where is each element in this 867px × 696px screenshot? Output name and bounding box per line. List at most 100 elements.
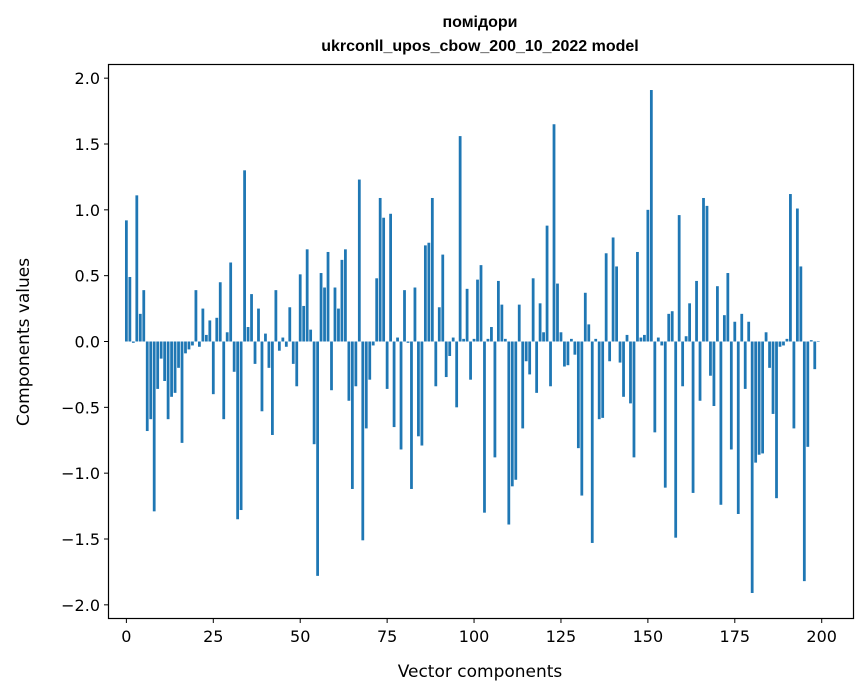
bar-140 [611,237,615,342]
bar-141 [615,266,618,342]
bar-39 [260,341,264,412]
bar-58 [326,251,330,342]
bar-110 [507,341,511,525]
bar-171 [719,341,723,505]
x-tick-label: 100 [459,627,490,646]
bar-143 [622,341,625,397]
bar-167 [705,205,709,342]
bar-142 [618,341,622,363]
bar-87 [427,242,431,342]
bar-139 [608,341,612,362]
bar-62 [340,259,344,342]
bar-181 [754,341,758,463]
bar-150 [646,209,650,342]
bar-109 [503,338,507,342]
bar-45 [281,337,285,342]
x-tick-label: 200 [806,627,837,646]
x-tick-label: 150 [633,627,664,646]
bar-168 [709,341,712,376]
bar-113 [517,304,521,342]
bar-29 [225,332,229,342]
bar-70 [368,341,372,380]
bar-92 [444,341,448,378]
bar-61 [337,308,340,342]
x-tick-label: 175 [720,627,751,646]
bar-47 [288,307,292,342]
bar-118 [535,341,539,393]
bar-120 [542,332,545,342]
bar-197 [809,340,813,342]
bar-190 [785,338,789,342]
x-tick-label: 0 [121,627,131,646]
bar-133 [587,324,591,342]
bar-14 [173,341,177,393]
bar-170 [716,286,719,342]
bar-25 [211,341,215,395]
bar-8 [152,341,156,512]
bar-36 [250,294,253,342]
y-tick-label: 0.0 [75,333,100,352]
bar-89 [434,341,438,387]
bar-147 [636,251,639,342]
bar-49 [295,341,299,387]
bar-64 [347,341,351,401]
bar-187 [775,341,778,499]
bar-42 [271,341,274,435]
y-tick-label: 1.0 [75,201,100,220]
x-tick-label: 25 [203,627,223,646]
bar-54 [312,341,316,445]
bar-18 [187,341,191,350]
bar-177 [740,313,744,342]
bar-106 [493,341,497,458]
bar-41 [267,341,271,368]
bar-126 [563,341,566,367]
bar-102 [479,265,483,342]
bar-163 [691,341,695,493]
bar-125 [559,332,563,342]
bar-11 [163,341,167,381]
bar-98 [465,288,469,342]
bar-112 [514,341,518,480]
bar-180 [750,341,754,593]
bar-148 [639,337,643,342]
bar-43 [274,290,278,342]
bar-82 [410,341,413,489]
bar-145 [629,341,632,404]
bar-81 [406,341,410,343]
bar-65 [350,341,354,489]
bar-154 [660,341,664,346]
bar-88 [430,197,434,342]
bar-77 [392,341,396,428]
bar-38 [257,308,260,342]
bar-4 [138,313,142,342]
y-tick-label: −1.0 [61,464,100,483]
bar-52 [305,249,309,342]
bar-132 [583,292,587,342]
bar-90 [437,307,441,342]
y-tick-label: 2.0 [75,69,100,88]
bar-3 [135,195,139,342]
bar-91 [441,254,445,342]
bar-164 [695,280,698,342]
bar-67 [357,179,361,342]
y-axis-ticks: −2.0 −1.5 −1.0 −0.5 0.0 0.5 1.0 1.5 2.0 [61,69,109,615]
bar-195 [802,341,806,582]
bar-101 [476,279,479,342]
bar-28 [222,341,226,420]
bar-71 [371,341,375,346]
bar-34 [243,170,246,342]
bar-160 [681,341,685,387]
bar-155 [663,341,667,488]
chart-subtitle: ukrconll_upos_cbow_200_10_2022 model [321,38,638,55]
bar-179 [747,321,751,342]
x-tick-label: 75 [377,627,397,646]
bar-174 [729,341,733,450]
bar-172 [722,315,726,342]
bar-33 [239,341,243,511]
bar-17 [184,341,187,354]
bar-21 [198,341,201,347]
bar-144 [625,334,629,342]
bar-55 [316,341,319,576]
bar-122 [549,341,552,387]
bar-117 [531,278,535,342]
